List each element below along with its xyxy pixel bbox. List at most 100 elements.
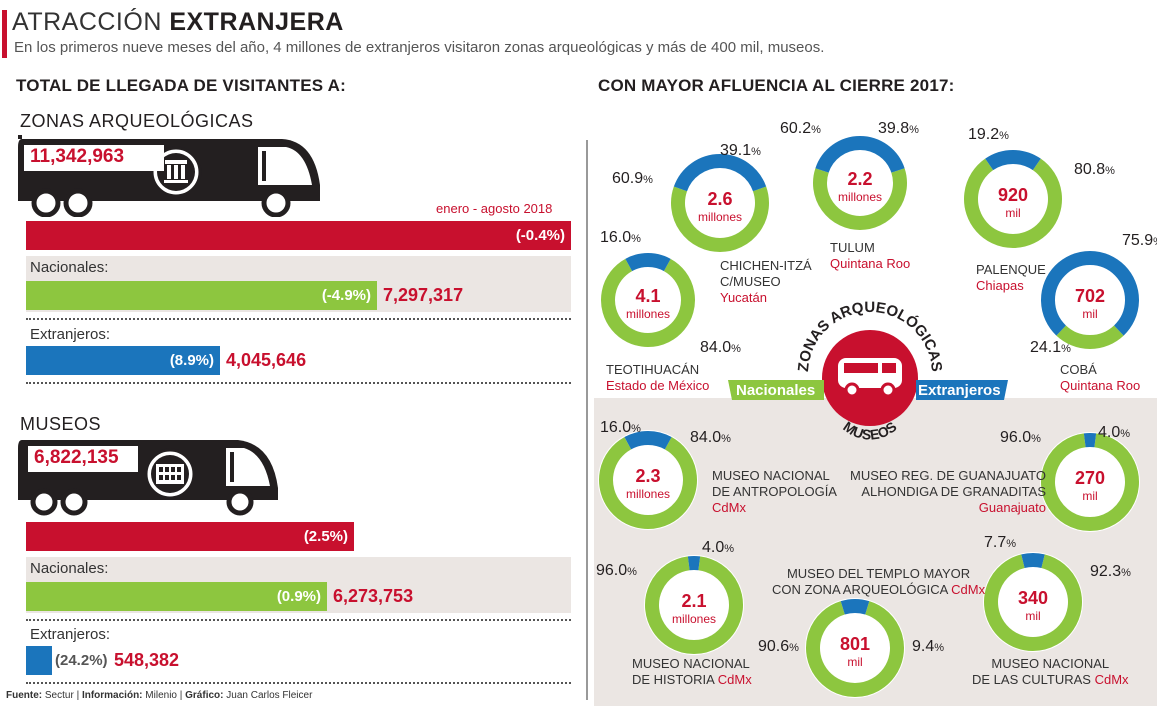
pct-number: 90.6 (758, 638, 790, 655)
left-heading: TOTAL DE LLEGADA DE VISITANTES A: (16, 76, 346, 95)
museos-bar-nacionales-change: (0.9%) (276, 588, 321, 605)
legend-extranjeros: Extranjeros (918, 382, 1001, 399)
zonas-bar-extranjeros (26, 346, 220, 375)
donut-slice-extranjeros-templo (840, 599, 870, 615)
pct-sign: % (1121, 567, 1131, 579)
pct-sign: % (751, 146, 761, 158)
museos-bar-total-change: (2.5%) (303, 528, 348, 545)
zonas-bar-nacionales-change: (-4.9%) (321, 287, 371, 304)
pct-sign: % (811, 124, 821, 136)
donut-value-antropologia: 2.3 (635, 466, 660, 486)
donut-slice-extranjeros-tulum (815, 136, 905, 173)
site-name-culturas: MUSEO NACIONAL DE LAS CULTURAS CdMx (972, 656, 1129, 687)
pct-number: 84.0 (700, 339, 732, 356)
zonas-total: 11,342,963 (30, 146, 125, 167)
museos-title: MUSEOS (20, 414, 102, 434)
site-name-guanajuato: MUSEO REG. DE GUANAJUATO ALHONDIGA DE GR… (850, 468, 1046, 515)
donut-nac-pct-historia: 96.0% (596, 562, 637, 580)
zonas-divider-2 (26, 382, 571, 384)
zonas-bar-extranjeros-value: 4,045,646 (226, 350, 307, 370)
donut-ext-pct-coba: 75.9% (1122, 232, 1157, 250)
title-light: ATRACCIÓN (12, 8, 162, 36)
pct-number: 24.1 (1030, 339, 1062, 356)
donut-slice-nacionales-historia (645, 556, 743, 654)
pct-number: 16.0 (600, 229, 632, 246)
donut-unit-chichen: millones (698, 210, 742, 224)
donut-value-palenque: 920 (998, 185, 1028, 205)
donut-nac-pct-tulum: 60.2% (780, 120, 821, 138)
donut-value-culturas: 340 (1018, 588, 1048, 608)
donut-unit-guanajuato: mil (1082, 489, 1097, 503)
donut-nac-pct-teotihuacan: 84.0% (700, 339, 741, 357)
zonas-bar-extranjeros-change: (8.9%) (169, 352, 214, 369)
museos-extranjeros-label: Extranjeros: (30, 626, 111, 643)
donut-ext-pct-teotihuacan: 16.0% (600, 229, 641, 247)
museos-divider-1 (26, 619, 571, 621)
donut-nac-pct-palenque: 80.8% (1074, 161, 1115, 179)
title-accent-bar (2, 10, 7, 58)
museos-nacionales-label: Nacionales: (30, 560, 109, 577)
site-name-antropologia: MUSEO NACIONAL DE ANTROPOLOGÍA CdMx (712, 468, 837, 515)
site-name-historia: MUSEO NACIONAL DE HISTORIA CdMx (632, 656, 752, 687)
site-name-palenque: PALENQUE Chiapas (976, 262, 1046, 293)
museos-bar-nacionales (26, 582, 327, 611)
donut-ext-pct-guanajuato: 4.0% (1098, 424, 1130, 442)
museos-bar-extranjeros-value: 548,382 (114, 650, 180, 670)
pct-number: 16.0 (600, 419, 632, 436)
pct-sign: % (1105, 165, 1115, 177)
donut-value-guanajuato: 270 (1075, 468, 1105, 488)
zonas-nacionales-label: Nacionales: (30, 259, 109, 276)
donut-nac-pct-templo: 90.6% (758, 638, 799, 656)
zonas-divider-1 (26, 318, 571, 320)
pct-number: 96.0 (596, 562, 628, 579)
period-label: enero - agosto 2018 (436, 201, 553, 216)
pct-sign: % (724, 543, 735, 555)
pct-sign: % (721, 433, 731, 445)
zonas-bar-total-change: (-0.4%) (515, 227, 565, 244)
legend-nacionales: Nacionales (736, 382, 816, 399)
donut-nac-pct-chichen: 60.9% (612, 170, 653, 188)
donut-nac-pct-guanajuato: 96.0% (1000, 429, 1041, 447)
pct-sign: % (631, 423, 641, 435)
museos-bar-extranjeros (26, 646, 52, 675)
museos-bar-extranjeros-change: (24.2%) (55, 652, 108, 669)
zonas-total-label-box (24, 145, 164, 171)
pct-number: 60.9 (612, 170, 644, 187)
donut-unit-tulum: millones (838, 190, 882, 204)
pct-number: 19.2 (968, 126, 1000, 143)
donut-unit-templo: mil (847, 655, 862, 669)
pct-sign: % (631, 233, 641, 245)
donut-nac-pct-coba: 24.1% (1030, 339, 1071, 357)
zonas-extranjeros-label: Extranjeros: (30, 326, 111, 343)
pct-number: 7.7 (984, 534, 1007, 551)
pct-number: 39.8 (878, 120, 910, 137)
pct-sign: % (1006, 538, 1017, 550)
pct-number: 4.0 (702, 539, 725, 556)
donut-unit-palenque: mil (1005, 206, 1020, 220)
site-name-tulum: TULUM Quintana Roo (830, 240, 911, 271)
center-emblem: ZONAS ARQUEOLÓGICAS MUSEOS (728, 299, 1008, 443)
donut-nac-pct-culturas: 92.3% (1090, 563, 1131, 581)
zonas-bar-nacionales-value: 7,297,317 (383, 285, 464, 305)
donut-ext-pct-antropologia: 16.0% (600, 419, 641, 437)
pct-number: 96.0 (1000, 429, 1032, 446)
pct-sign: % (934, 642, 945, 654)
pct-sign: % (627, 566, 637, 578)
donut-nac-pct-antropologia: 84.0% (690, 429, 731, 447)
pct-number: 80.8 (1074, 161, 1106, 178)
donut-value-historia: 2.1 (681, 591, 706, 611)
donut-unit-coba: mil (1082, 307, 1097, 321)
donut-slice-extranjeros-culturas (1021, 553, 1045, 569)
pct-sign: % (731, 343, 741, 355)
site-name-teotihuacan: TEOTIHUACÁN Estado de México (606, 362, 710, 393)
donut-value-teotihuacan: 4.1 (635, 286, 660, 306)
pct-number: 4.0 (1098, 424, 1121, 441)
zonas-title: ZONAS ARQUEOLÓGICAS (20, 111, 254, 131)
pct-sign: % (1031, 433, 1041, 445)
